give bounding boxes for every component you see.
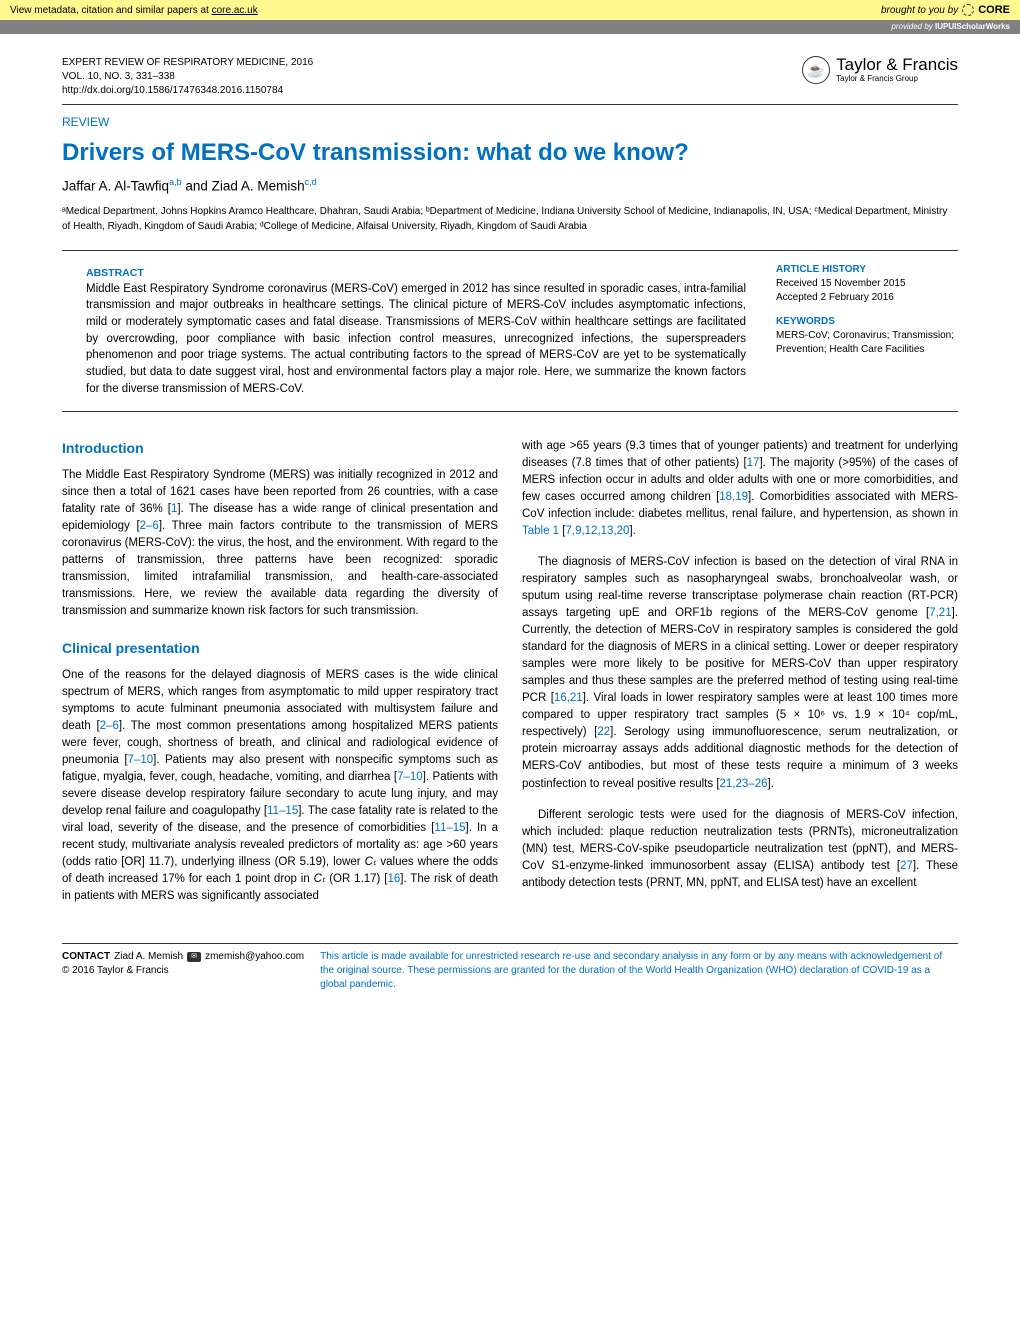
keywords-label: KEYWORDS	[776, 315, 958, 329]
email-icon: ✉	[187, 952, 201, 962]
core-banner-right: brought to you by CORE	[881, 4, 1010, 16]
contact-name: Ziad A. Memish	[114, 950, 183, 964]
footer-rule	[62, 943, 958, 944]
affiliations: ᵃMedical Department, Johns Hopkins Aramc…	[62, 204, 958, 234]
ref-link[interactable]: 16,21	[554, 692, 583, 704]
core-metadata-text: View metadata, citation and similar pape…	[10, 5, 212, 16]
contact-email[interactable]: zmemish@yahoo.com	[205, 950, 304, 964]
keywords-text: MERS-CoV; Coronavirus; Transmission; Pre…	[776, 329, 958, 357]
ref-link[interactable]: 21,23–26	[720, 778, 768, 790]
authors: Jaffar A. Al-Tawfiqa,b and Ziad A. Memis…	[62, 177, 958, 194]
article-history-block: ARTICLE HISTORY Received 15 November 201…	[776, 263, 958, 305]
footer-notice: This article is made available for unres…	[320, 950, 958, 992]
ref-link[interactable]: 7–10	[128, 754, 154, 766]
article-title: Drivers of MERS-CoV transmission: what d…	[62, 139, 958, 167]
journal-doi: http://dx.doi.org/10.1586/17476348.2016.…	[62, 84, 313, 98]
abstract-label: ABSTRACT	[86, 267, 144, 279]
provided-by-text: provided by	[891, 22, 935, 31]
history-accepted: Accepted 2 February 2016	[776, 291, 958, 305]
author-2-aff: c,d	[305, 177, 317, 187]
publisher-logo: ☕ Taylor & Francis Taylor & Francis Grou…	[802, 56, 958, 84]
header-rule	[62, 104, 958, 105]
ref-link[interactable]: 16	[387, 873, 400, 885]
abstract-main: ABSTRACT Middle East Respiratory Syndrom…	[62, 263, 746, 398]
article-type: REVIEW	[62, 115, 958, 129]
publisher-name: Taylor & Francis	[836, 56, 958, 75]
history-label: ARTICLE HISTORY	[776, 263, 958, 277]
journal-name-year: EXPERT REVIEW OF RESPIRATORY MEDICINE, 2…	[62, 56, 313, 70]
footer: CONTACT Ziad A. Memish ✉ zmemish@yahoo.c…	[62, 950, 958, 992]
scholarworks-banner: provided by IUPUIScholarWorks	[0, 20, 1020, 34]
core-banner: View metadata, citation and similar pape…	[0, 0, 1020, 20]
publisher-lamp-icon: ☕	[802, 56, 830, 84]
journal-info: EXPERT REVIEW OF RESPIRATORY MEDICINE, 2…	[62, 56, 313, 98]
brought-by-text: brought to you by	[881, 5, 958, 16]
ref-link[interactable]: 27	[900, 860, 913, 872]
col2-paragraph-3: Different serologic tests were used for …	[522, 807, 958, 892]
scholarworks-source: IUPUIScholarWorks	[935, 22, 1010, 31]
ref-link[interactable]: 7–10	[397, 771, 423, 783]
abstract-container: ABSTRACT Middle East Respiratory Syndrom…	[62, 250, 958, 413]
core-logo-icon	[962, 4, 974, 16]
ref-link[interactable]: 2–6	[100, 720, 119, 732]
intro-heading: Introduction	[62, 438, 498, 459]
table-link[interactable]: Table 1	[522, 525, 559, 537]
ref-link[interactable]: 18,19	[719, 491, 748, 503]
ref-link[interactable]: 7,21	[929, 607, 951, 619]
publisher-text: Taylor & Francis Taylor & Francis Group	[836, 56, 958, 83]
ref-link[interactable]: 7,9,12,13,20	[565, 525, 629, 537]
ref-link[interactable]: 22	[597, 726, 610, 738]
journal-vol-pages: VOL. 10, NO. 3, 331–338	[62, 70, 313, 84]
body-columns: Introduction The Middle East Respiratory…	[62, 438, 958, 919]
clinical-paragraph: One of the reasons for the delayed diagn…	[62, 667, 498, 905]
core-banner-left: View metadata, citation and similar pape…	[10, 5, 881, 16]
body-column-right: with age >65 years (9.3 times that of yo…	[522, 438, 958, 919]
ref-link[interactable]: 11–15	[267, 805, 298, 817]
ref-link[interactable]: 11–15	[434, 822, 465, 834]
contact-label: CONTACT	[62, 950, 110, 964]
clinical-heading: Clinical presentation	[62, 638, 498, 659]
ref-link[interactable]: 17	[747, 457, 760, 469]
body-column-left: Introduction The Middle East Respiratory…	[62, 438, 498, 919]
keywords-block: KEYWORDS MERS-CoV; Coronavirus; Transmis…	[776, 315, 958, 357]
author-1: Jaffar A. Al-Tawfiq	[62, 179, 169, 194]
col2-paragraph-2: The diagnosis of MERS-CoV infection is b…	[522, 554, 958, 792]
publisher-group: Taylor & Francis Group	[836, 75, 958, 84]
page-content: EXPERT REVIEW OF RESPIRATORY MEDICINE, 2…	[0, 34, 1020, 1022]
journal-header: EXPERT REVIEW OF RESPIRATORY MEDICINE, 2…	[62, 56, 958, 98]
author-1-aff: a,b	[169, 177, 182, 187]
core-logo-text: CORE	[978, 4, 1010, 16]
footer-left: CONTACT Ziad A. Memish ✉ zmemish@yahoo.c…	[62, 950, 304, 992]
col2-paragraph-1: with age >65 years (9.3 times that of yo…	[522, 438, 958, 540]
core-link[interactable]: core.ac.uk	[212, 5, 258, 16]
author-2: Ziad A. Memish	[212, 179, 305, 194]
history-received: Received 15 November 2015	[776, 277, 958, 291]
copyright: © 2016 Taylor & Francis	[62, 964, 304, 978]
ref-link[interactable]: 2–6	[140, 520, 159, 532]
abstract-sidebar: ARTICLE HISTORY Received 15 November 201…	[776, 263, 958, 398]
abstract-text: Middle East Respiratory Syndrome coronav…	[86, 281, 746, 398]
contact-line: CONTACT Ziad A. Memish ✉ zmemish@yahoo.c…	[62, 950, 304, 964]
authors-and: and	[182, 179, 212, 194]
intro-paragraph: The Middle East Respiratory Syndrome (ME…	[62, 467, 498, 620]
